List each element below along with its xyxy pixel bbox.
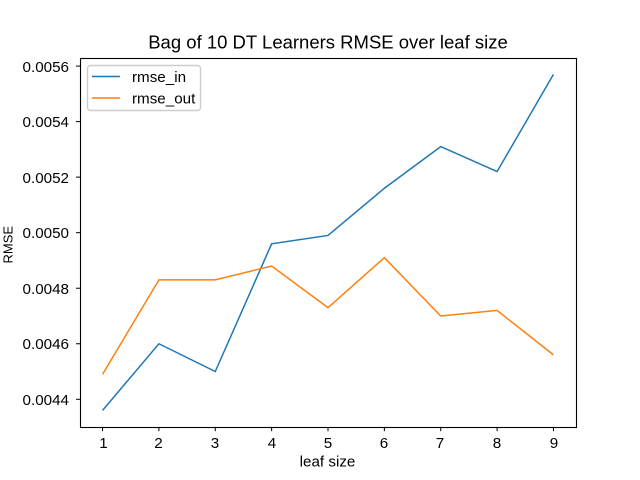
svg-text:0.0056: 0.0056 <box>23 59 69 76</box>
svg-text:2: 2 <box>154 435 162 452</box>
svg-text:8: 8 <box>493 435 501 452</box>
svg-text:0.0046: 0.0046 <box>23 336 69 353</box>
svg-text:Bag of 10 DT Learners RMSE ove: Bag of 10 DT Learners RMSE over leaf siz… <box>148 32 508 53</box>
svg-text:0.0050: 0.0050 <box>23 225 69 242</box>
svg-text:4: 4 <box>268 435 276 452</box>
svg-text:0.0044: 0.0044 <box>23 392 69 409</box>
svg-text:0.0048: 0.0048 <box>23 281 69 298</box>
svg-text:0.0054: 0.0054 <box>23 114 69 131</box>
svg-text:rmse_in: rmse_in <box>132 69 186 86</box>
svg-text:6: 6 <box>380 435 388 452</box>
svg-text:5: 5 <box>324 435 332 452</box>
svg-text:1: 1 <box>99 435 107 452</box>
svg-text:0.0052: 0.0052 <box>23 170 69 187</box>
svg-text:leaf size: leaf size <box>300 454 356 471</box>
svg-text:rmse_out: rmse_out <box>132 91 196 108</box>
svg-text:9: 9 <box>550 435 558 452</box>
svg-text:3: 3 <box>211 435 219 452</box>
svg-text:7: 7 <box>436 435 444 452</box>
